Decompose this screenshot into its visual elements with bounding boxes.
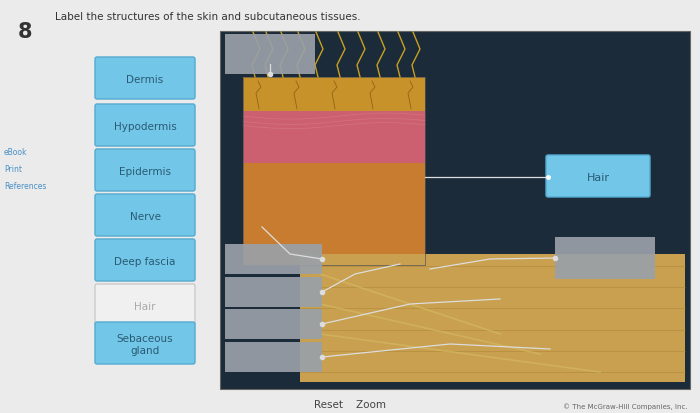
FancyBboxPatch shape [95,58,195,100]
Text: © The McGraw-Hill Companies, Inc.: © The McGraw-Hill Companies, Inc. [564,402,688,409]
Bar [225,342,322,372]
Bar [225,35,315,75]
Text: Epidermis: Epidermis [119,166,171,177]
Text: Hypodermis: Hypodermis [113,122,176,132]
Text: eBook: eBook [4,147,27,157]
Bar [243,78,425,112]
Bar [225,244,322,274]
FancyBboxPatch shape [95,322,195,364]
FancyBboxPatch shape [95,284,195,326]
Text: Dermis: Dermis [127,75,164,85]
Text: Nerve: Nerve [130,211,160,221]
Text: 8: 8 [18,22,32,42]
Text: Hair: Hair [134,301,156,311]
FancyBboxPatch shape [95,105,195,147]
FancyBboxPatch shape [95,150,195,192]
Text: Reset    Zoom: Reset Zoom [314,399,386,409]
FancyBboxPatch shape [95,240,195,281]
Bar [220,32,690,389]
Text: Deep fascia: Deep fascia [114,256,176,266]
Bar [243,164,425,266]
Text: Sebaceous
gland: Sebaceous gland [117,333,174,355]
FancyBboxPatch shape [546,156,650,197]
Bar [225,277,322,307]
Text: Print: Print [4,165,22,173]
Bar [243,112,425,164]
Bar [225,309,322,339]
Text: Label the structures of the skin and subcutaneous tissues.: Label the structures of the skin and sub… [55,12,360,22]
Bar [555,237,655,279]
Bar [300,254,685,382]
FancyBboxPatch shape [95,195,195,236]
Bar [243,78,425,266]
Text: Hair: Hair [587,173,610,183]
Text: References: References [4,182,46,190]
